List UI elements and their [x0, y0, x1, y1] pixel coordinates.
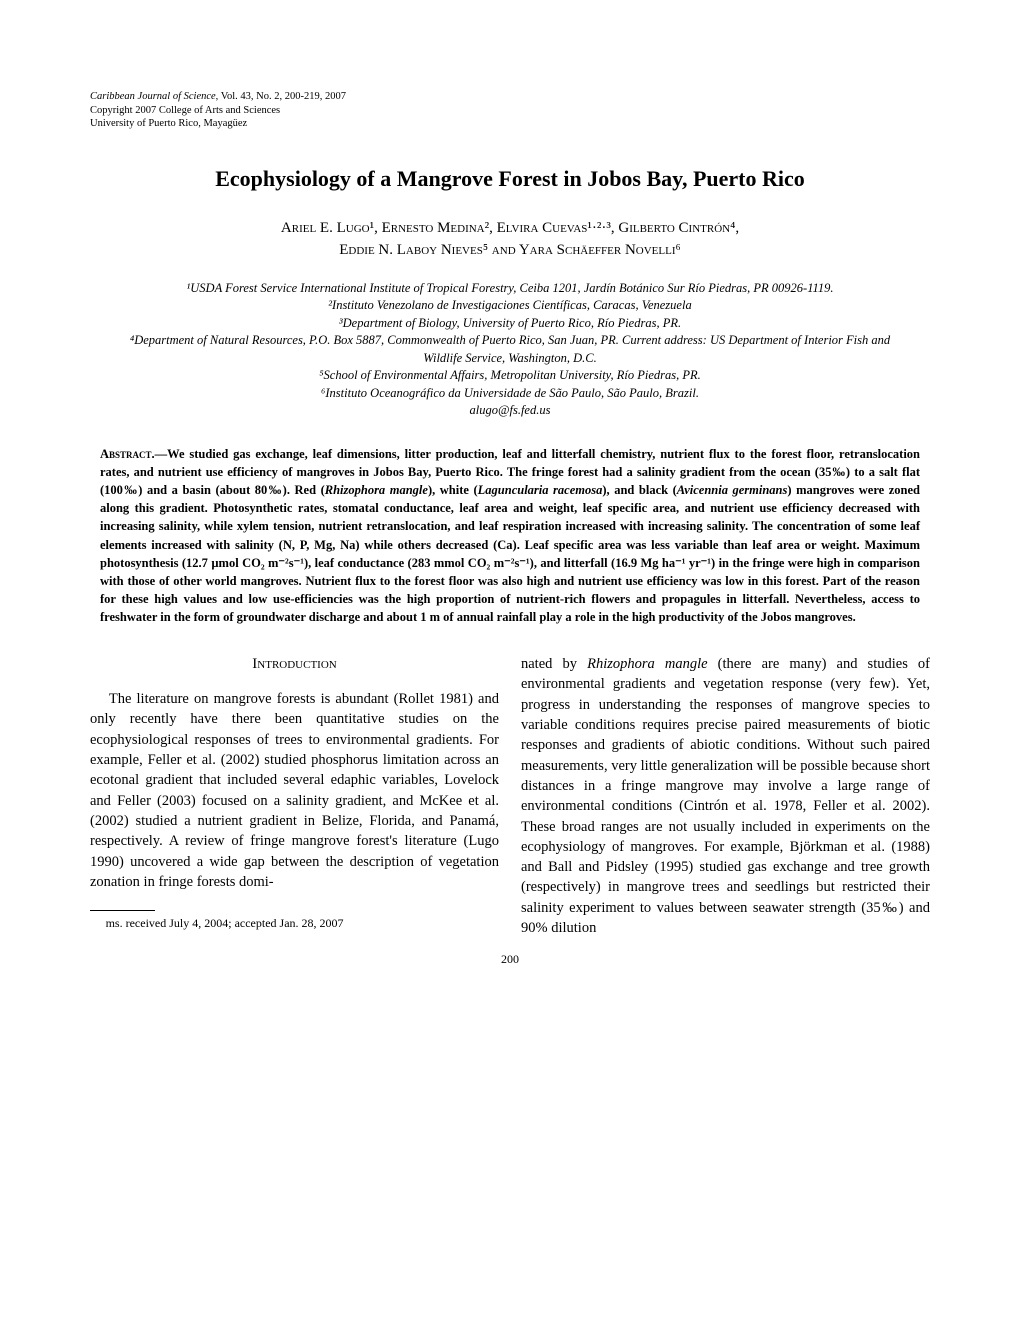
article-title: Ecophysiology of a Mangrove Forest in Jo… [90, 166, 930, 192]
journal-copyright: Copyright 2007 College of Arts and Scien… [90, 104, 930, 118]
journal-citation: Caribbean Journal of Science, Vol. 43, N… [90, 90, 930, 104]
column-right: nated by Rhizophora mangle (there are ma… [521, 654, 930, 938]
journal-institution: University of Puerto Rico, Mayagüez [90, 117, 930, 131]
affiliation-5: ⁵School of Environmental Affairs, Metrop… [120, 367, 900, 385]
abstract-text-2: ), white ( [428, 483, 478, 497]
journal-name: Caribbean Journal of Science, [90, 91, 218, 102]
page-number: 200 [90, 952, 930, 967]
manuscript-dates: ms. received July 4, 2004; accepted Jan.… [90, 915, 499, 932]
affiliation-2: ²Instituto Venezolano de Investigaciones… [120, 297, 900, 315]
authors-line1: Ariel E. Lugo¹, Ernesto Medina², Elvira … [281, 220, 739, 236]
abstract: Abstract.—We studied gas exchange, leaf … [100, 445, 920, 626]
affiliation-6: ⁶Instituto Oceanográfico da Universidade… [120, 385, 900, 403]
species-avicennia: Avicennia germinans [677, 483, 788, 497]
author-email: alugo@fs.fed.us [120, 402, 900, 420]
species-rhizophora: Rhizophora mangle [325, 483, 428, 497]
journal-header: Caribbean Journal of Science, Vol. 43, N… [90, 90, 930, 131]
authors-line2: Eddie N. Laboy Nieves⁵ and Yara Schäeffe… [339, 242, 681, 258]
col2-post: (there are many) and studies of environm… [521, 656, 930, 936]
affiliation-4: ⁴Department of Natural Resources, P.O. B… [120, 332, 900, 367]
affiliation-1: ¹USDA Forest Service International Insti… [120, 280, 900, 298]
section-heading-introduction: Introduction [90, 654, 499, 675]
species-laguncularia: Laguncularia racemosa [478, 483, 603, 497]
affiliations: ¹USDA Forest Service International Insti… [120, 280, 900, 420]
species-rhizophora-body: Rhizophora mangle [587, 656, 707, 672]
body-columns: Introduction The literature on mangrove … [90, 654, 930, 938]
abstract-text-4: ) mangroves were zoned along this gradie… [100, 483, 920, 624]
intro-paragraph-left: The literature on mangrove forests is ab… [90, 689, 499, 892]
journal-issue: Vol. 43, No. 2, 200-219, 2007 [218, 91, 346, 102]
authors: Ariel E. Lugo¹, Ernesto Medina², Elvira … [90, 217, 930, 262]
column-left: Introduction The literature on mangrove … [90, 654, 499, 938]
intro-paragraph-right: nated by Rhizophora mangle (there are ma… [521, 654, 930, 938]
abstract-label: Abstract. [100, 447, 155, 461]
abstract-text-3: ), and black ( [602, 483, 676, 497]
affiliation-3: ³Department of Biology, University of Pu… [120, 315, 900, 333]
col2-pre: nated by [521, 656, 587, 672]
footnote-rule [90, 910, 155, 911]
